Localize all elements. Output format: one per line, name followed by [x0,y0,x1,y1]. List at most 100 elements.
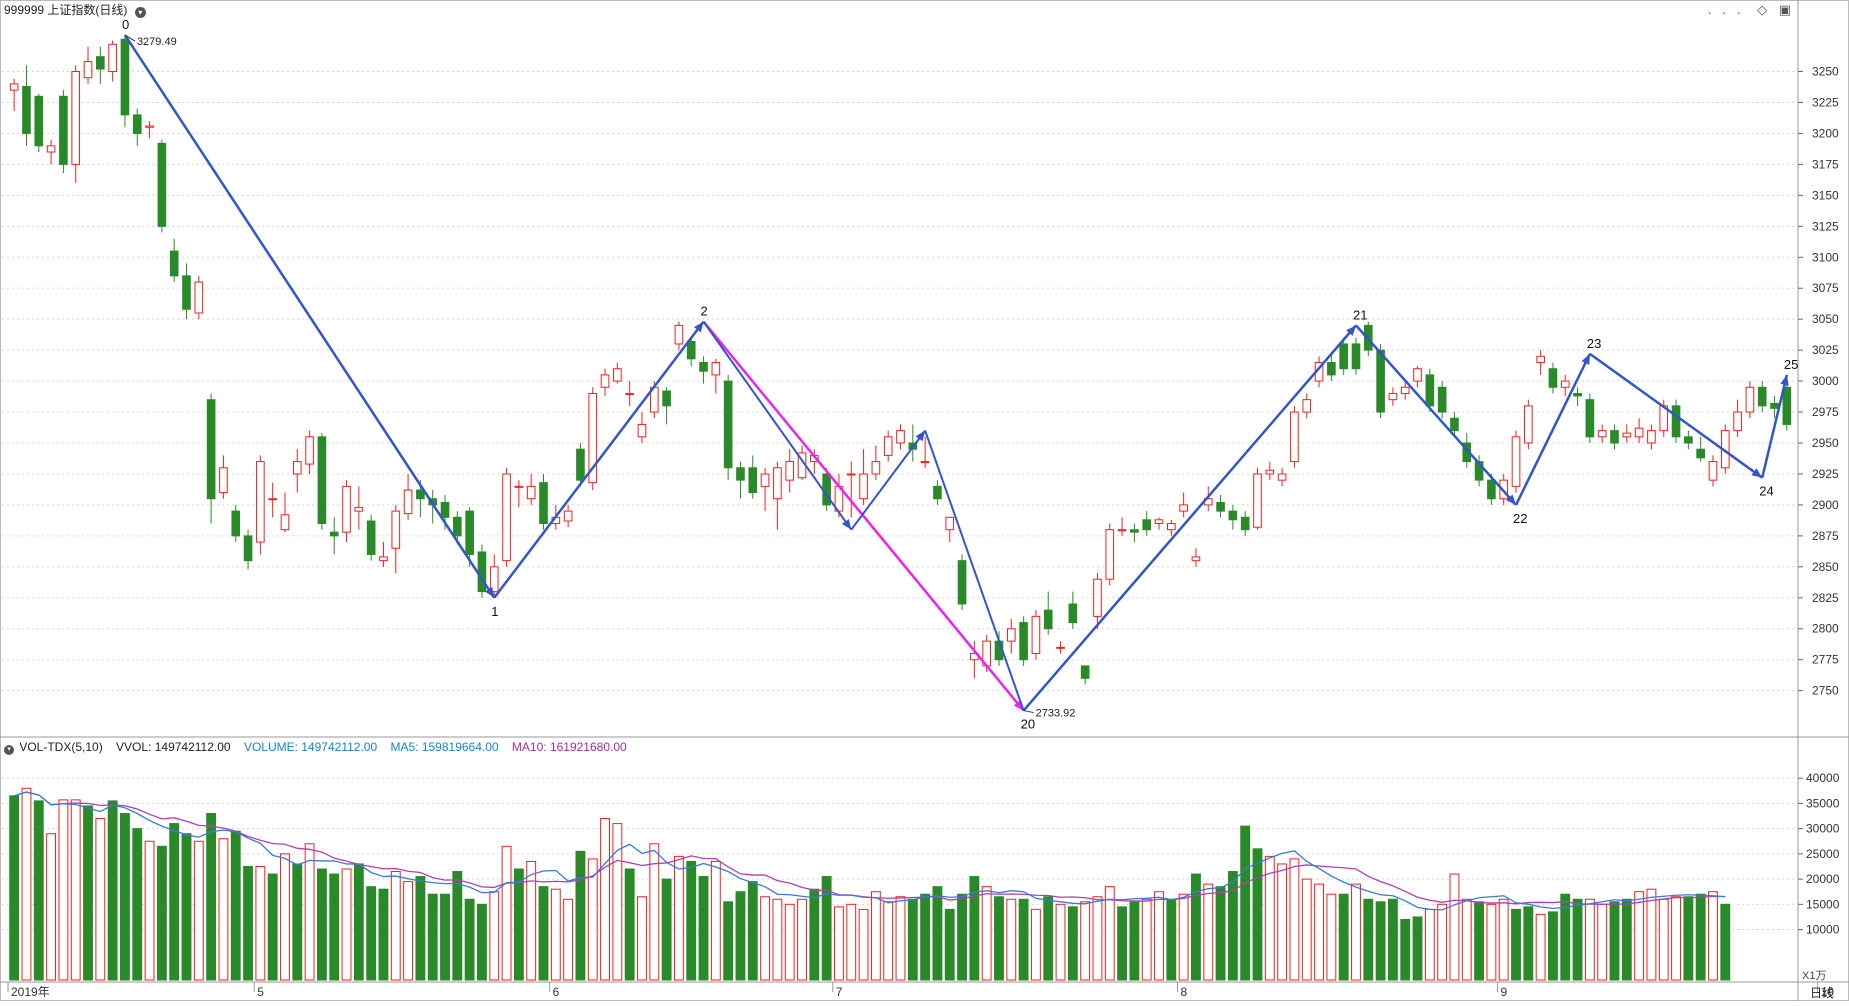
volume-bar-up [1437,903,1448,981]
candle-down [1450,417,1459,432]
candle-up [1647,430,1656,444]
volume-bar-down [427,893,438,981]
volume-bar-down [957,893,967,981]
candle-down [1339,343,1348,370]
candle-up [1191,556,1201,562]
volume-bar-down [230,830,241,981]
candle-down [157,142,167,227]
candle-down [686,340,696,360]
candle-up [526,485,536,500]
volume-bar-up [1646,888,1657,981]
price-tick-label: 2925 [1812,467,1839,481]
price-tick-label: 3050 [1812,312,1839,326]
volume-bar-down [1252,848,1263,981]
volume-bar-up [526,860,537,981]
volume-bar-up [784,903,795,981]
restore-icon[interactable]: ▣ [1778,2,1791,17]
candle-down [1573,392,1582,397]
candle-up [391,510,401,549]
volume-collapse-icon[interactable]: ▾ [4,745,14,755]
price-tick-label: 2750 [1812,684,1839,698]
candle-down [1019,622,1028,661]
candle-up [1105,529,1115,580]
volume-bar-down [415,876,426,981]
volume-bar-down [267,873,278,981]
volume-bar-up [218,838,229,981]
price-tick-label: 2950 [1812,436,1839,450]
volume-bar-down [907,898,918,981]
volume-bar-up [1597,903,1608,981]
volume-bar-down [1511,908,1521,981]
volume-bar-up [1141,898,1152,981]
volume-bar-down [809,888,820,981]
candle-down [132,114,142,134]
price-tick-label: 3250 [1812,65,1839,79]
volume-bar-up [1030,908,1041,981]
candle-up [859,473,868,500]
candle-up [71,71,81,165]
candle-down [1142,519,1152,531]
volume-bar-up [858,908,869,981]
high-marker [124,34,136,42]
volume-bar-down [944,908,955,981]
candle-down [723,380,733,469]
volume-bar-down [1043,896,1054,981]
volume-bar-up [612,823,623,981]
volume-bar-up [390,871,401,981]
volume-bar-up [21,787,32,981]
candle-up [305,436,314,465]
candle-up [1154,519,1164,524]
volume-bar-up [1535,913,1546,981]
volume-bar-up [95,818,106,981]
wave-label: 21 [1353,307,1367,322]
candle-up [1117,529,1127,532]
volume-bar-up [637,896,647,981]
candle-down [440,501,450,518]
candle-down [1782,386,1792,425]
volume-bar-up [1671,896,1681,981]
volume-bar-up [1080,901,1091,981]
wave-label: 25 [1784,357,1798,372]
volume-bar-down [661,878,672,981]
candle-down [1610,430,1619,444]
volume-bar-down [1363,898,1374,981]
volume-bar-down [1067,906,1078,981]
chart-title: 999999 上证指数(日线) ▾ [0,0,146,20]
volume-bar-up [760,896,771,981]
candle-down [59,95,68,165]
volume-bar-down [452,871,463,981]
volume-bar-up [1314,883,1324,981]
settings-icon[interactable]: ▾ [134,7,146,18]
candle-up [145,125,154,128]
candle-down [231,510,241,537]
wave-line-head [485,586,495,598]
volume-bar-up [193,840,204,981]
candle-up [674,324,684,345]
candle-up [1179,504,1188,512]
price-tick-label: 3100 [1812,250,1839,264]
candle-down [1487,479,1496,500]
candle-up [600,374,610,388]
volume-bar-up [772,898,783,981]
candle-up [871,461,881,475]
volume-bar-up [489,891,500,981]
candle-up [785,461,795,481]
candle-up [83,61,93,79]
candle-up [514,485,524,488]
volume-bar-down [747,881,758,981]
window-controls: ◇ ▣ [1749,2,1791,18]
volume-bar-up [1326,893,1337,981]
volume-bar-down [1227,871,1238,981]
volume-bar-down [1191,873,1201,981]
volume-bar-up [895,896,906,981]
volume-bar-down [1338,893,1349,981]
volume-bar-down [1720,903,1731,981]
candle-up [280,514,290,531]
wave-line-head [1581,353,1590,365]
diamond-icon[interactable]: ◇ [1757,2,1768,17]
candle-up [502,473,511,562]
volume-bar-down [994,896,1004,981]
price-tick-label: 3175 [1812,157,1839,171]
volume-tick-label: 25000 [1806,847,1840,861]
